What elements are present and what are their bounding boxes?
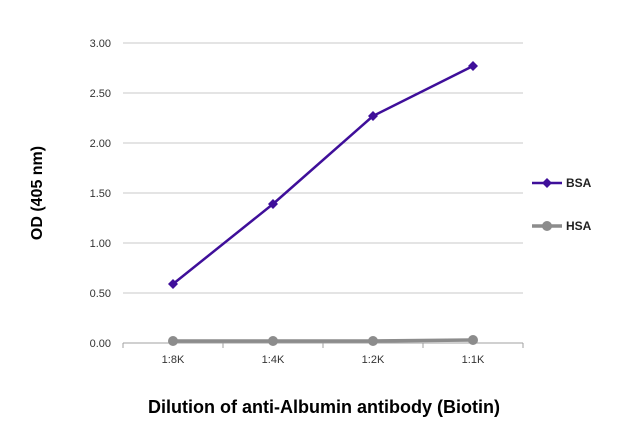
data-point-bsa	[368, 111, 378, 121]
legend-label-hsa: HSA	[566, 219, 592, 233]
legend-label-bsa: BSA	[566, 176, 592, 190]
x-axis-ticks: 1:8K 1:4K 1:2K 1:1K	[162, 354, 485, 366]
data-point-hsa	[268, 336, 278, 346]
y-tick-label: 1.50	[90, 188, 111, 200]
legend-marker-hsa	[542, 221, 552, 231]
y-tick-label: 1.00	[90, 238, 111, 250]
y-tick-label: 2.50	[90, 88, 111, 100]
x-tick-label: 1:1K	[462, 354, 485, 366]
y-tick-label: 3.00	[90, 38, 111, 50]
y-tick-label: 2.00	[90, 138, 111, 150]
series-line-hsa	[173, 338, 474, 343]
x-tick-label: 1:2K	[362, 354, 385, 366]
x-tick-label: 1:4K	[262, 354, 285, 366]
series-line-bsa	[172, 64, 474, 285]
data-point-hsa	[368, 336, 378, 346]
x-tick-label: 1:8K	[162, 354, 185, 366]
data-point-hsa	[468, 335, 478, 345]
x-axis-title: Dilution of anti-Albumin antibody (Bioti…	[148, 397, 500, 417]
data-point-bsa	[468, 61, 478, 71]
series-layer	[168, 61, 478, 346]
legend-marker-bsa	[542, 178, 552, 188]
y-axis-ticks: 0.00 0.50 1.00 1.50 2.00 2.50 3.00	[90, 38, 111, 350]
data-point-hsa	[168, 336, 178, 346]
legend: BSA HSA	[532, 176, 592, 233]
y-tick-label: 0.50	[90, 288, 111, 300]
gridlines	[122, 42, 524, 348]
data-point-bsa	[168, 279, 178, 289]
y-tick-label: 0.00	[90, 338, 111, 350]
data-point-bsa	[268, 199, 278, 209]
y-axis-title: OD (405 nm)	[29, 146, 46, 240]
